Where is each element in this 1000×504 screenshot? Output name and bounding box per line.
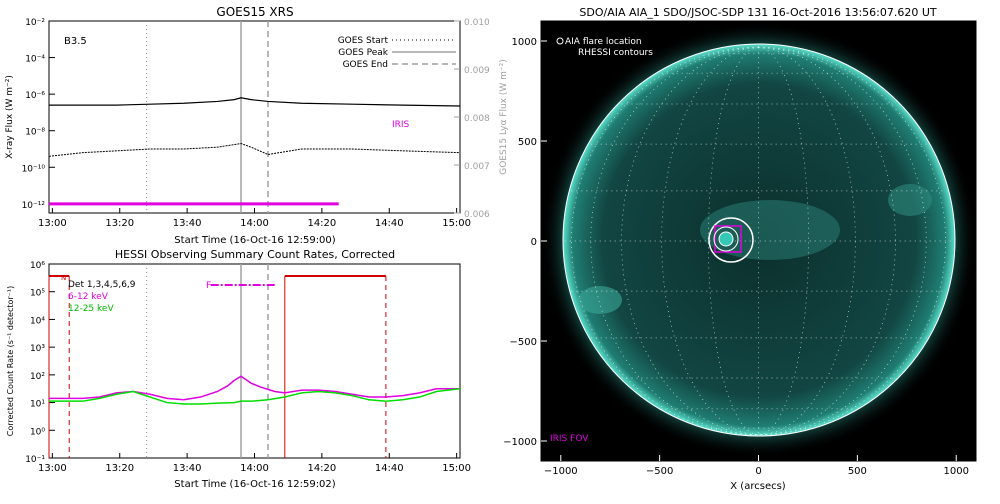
aia-iris-fov-box	[714, 225, 742, 253]
hessi-12-25-kev-line	[49, 387, 461, 405]
goes-y-tick-label: 10⁻¹⁰	[22, 164, 46, 174]
hessi-flag-n: N	[61, 274, 66, 282]
hessi-x-tick-label: 14:00	[240, 463, 269, 474]
goes-y2-tick-label: 0.006	[464, 210, 490, 220]
hessi-x-tick-label: 13:00	[38, 463, 67, 474]
aia-limb	[562, 43, 956, 437]
hessi-y-tick-label: 10⁶	[30, 261, 45, 271]
goes-ticks: 13:00 13:20 13:40 14:00 14:20 14:40 15:00 10⁻² 1…	[22, 18, 490, 229]
goes-y2-tick-label: 0.010	[464, 18, 490, 28]
goes-y2-tick-label: 0.007	[464, 162, 490, 172]
aia-legend-rhessi: RHESSI contours	[578, 48, 653, 58]
hessi-6-12-kev-line	[49, 375, 460, 401]
aia-active-region-east	[578, 286, 622, 314]
aia-panel: SDO/AIA AIA_1 SDO/JSOC-SDP 131 16-Oct-20…	[503, 6, 977, 492]
goes-x-tick-label: 15:00	[442, 218, 471, 229]
goes-long-channel-line	[49, 97, 461, 107]
hessi-y-tick-label: 10²	[30, 372, 45, 382]
goes-class-label: B3.5	[64, 36, 87, 47]
goes-y2-axis-label: GOES15 Lyα Flux (W m⁻²)	[499, 59, 509, 175]
aia-x-tick-label: −1000	[544, 466, 578, 477]
aia-legend-marker	[556, 37, 564, 45]
goes-legend-peak: GOES Peak	[338, 48, 388, 58]
aia-y-tick-label: −500	[510, 337, 537, 348]
hessi-legend-12-25: 12-25 keV	[68, 304, 114, 314]
goes-x-tick-label: 14:00	[240, 218, 269, 229]
hessi-x-axis-label: Start Time (16-Oct-16 12:59:02)	[174, 479, 335, 490]
aia-x-tick-label: 500	[848, 466, 867, 477]
aia-x-tick-label: −500	[646, 466, 673, 477]
aia-rhessi-contour-inner	[718, 231, 734, 247]
aia-y-tick-label: −1000	[503, 437, 537, 448]
goes-y-axis-label: X-ray Flux (W m⁻²)	[5, 75, 15, 159]
aia-x-tick-label: 1000	[944, 466, 969, 477]
hessi-legend-6-12: 6-12 keV	[68, 292, 109, 302]
hessi-title: HESSI Observing Summary Count Rates, Cor…	[115, 248, 395, 261]
hessi-y-tick-label: 10³	[30, 344, 45, 354]
goes-legend: GOES Start GOES Peak GOES End	[338, 36, 456, 70]
goes-x-tick-label: 13:00	[38, 218, 67, 229]
goes-plot-frame	[48, 20, 461, 214]
aia-title: SDO/AIA AIA_1 SDO/JSOC-SDP 131 16-Oct-20…	[579, 6, 937, 19]
hessi-series	[48, 264, 461, 458]
aia-image	[541, 22, 976, 458]
goes-series	[48, 21, 461, 213]
goes-x-tick-label: 14:20	[307, 218, 336, 229]
aia-rhessi-contour-outer	[713, 226, 739, 252]
goes-x-tick-label: 13:40	[173, 218, 202, 229]
hessi-legend-det: Det 1,3,4,5,6,9	[68, 280, 136, 290]
goes-panel: GOES15 XRS 13:00 13:20 13:40 14:00 14:20 14:4…	[5, 5, 509, 246]
hessi-panel: HESSI Observing Summary Count Rates, Cor…	[6, 248, 471, 490]
aia-active-region-west	[700, 200, 840, 260]
goes-legend-end: GOES End	[343, 60, 388, 70]
aia-x-axis-label: X (arcsecs)	[730, 481, 786, 492]
hessi-x-tick-label: 13:40	[173, 463, 202, 474]
hessi-flag-f: F	[206, 281, 211, 291]
hessi-y-tick-label: 10⁵	[30, 289, 45, 299]
hessi-x-tick-label: 14:20	[307, 463, 336, 474]
hessi-y-tick-label: 10⁻¹	[25, 455, 45, 465]
aia-active-region-ne	[888, 184, 932, 216]
goes-y2-tick-label: 0.008	[464, 114, 490, 124]
goes-y-tick-label: 10⁻⁴	[25, 55, 45, 65]
hessi-x-tick-label: 15:00	[442, 463, 471, 474]
goes-iris-label: IRIS	[392, 120, 410, 130]
goes-legend-start: GOES Start	[338, 36, 389, 46]
aia-iris-fov-label: IRIS FOV	[550, 434, 589, 444]
aia-ticks: −1000 −500 0 500 1000 1000 500 0 −500 −1000	[503, 37, 969, 477]
aia-legend-flare-location: AIA flare location	[565, 37, 642, 47]
goes-title: GOES15 XRS	[216, 5, 293, 19]
hessi-x-tick-label: 13:20	[105, 463, 134, 474]
aia-x-tick-label: 0	[755, 466, 761, 477]
goes-y2-tick-label: 0.009	[464, 66, 490, 76]
hessi-y-axis-label: Corrected Count Rate (s⁻¹ detector⁻¹)	[6, 286, 15, 437]
aia-coordinate-grid	[564, 46, 953, 436]
hessi-y-tick-label: 10⁰	[30, 427, 45, 437]
goes-y-tick-label: 10⁻⁶	[25, 91, 45, 101]
goes-short-channel-line	[48, 143, 461, 157]
hessi-y-tick-label: 10⁴	[30, 316, 45, 326]
aia-y-tick-label: 0	[531, 237, 537, 248]
aia-longitude-line	[571, 46, 759, 436]
goes-y-tick-label: 10⁻²	[25, 18, 45, 28]
goes-x-tick-label: 13:20	[105, 218, 134, 229]
hessi-x-tick-label: 14:40	[375, 463, 404, 474]
goes-y-tick-label: 10⁻⁸	[25, 128, 45, 138]
hessi-legend: Det 1,3,4,5,6,9 6-12 keV 12-25 keV	[68, 280, 136, 314]
hessi-ticks: 13:00 13:20 13:40 14:00 14:20 14:40 15:00 10⁶ 10…	[25, 261, 471, 474]
aia-flare-circle-outer	[708, 217, 754, 263]
goes-y-tick-label: 10⁻¹²	[22, 201, 46, 211]
goes-x-axis-label: Start Time (16-Oct-16 12:59:00)	[174, 235, 335, 246]
hessi-y-tick-label: 10¹	[30, 400, 45, 410]
goes-x-tick-label: 14:40	[375, 218, 404, 229]
hessi-plot-frame	[48, 263, 461, 459]
aia-y-tick-label: 500	[518, 137, 537, 148]
aia-y-tick-label: 1000	[512, 37, 537, 48]
aia-longitude-line	[758, 46, 946, 436]
